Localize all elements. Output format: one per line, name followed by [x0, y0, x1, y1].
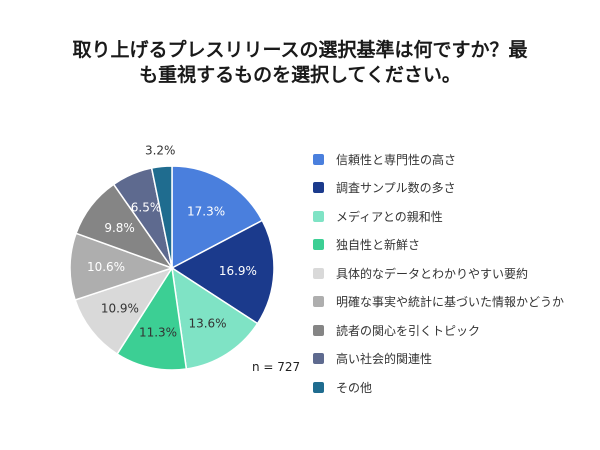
chart-title-line-1: 取り上げるプレスリリースの選択基準は何ですか？最 [72, 39, 528, 61]
pie-label-1: 17.3% [187, 205, 225, 219]
legend-swatch [313, 353, 324, 365]
legend-item-7: 読者の関心を引くトピック [313, 316, 564, 345]
pie-slice-3 [171, 266, 259, 370]
legend-label: メディアとの親和性 [336, 209, 443, 224]
legend-item-5: 具体的なデータとわかりやすい要約 [313, 259, 564, 288]
legend-item-1: 信頼性と専門性の高さ [313, 145, 564, 174]
legend-label: 読者の関心を引くトピック [336, 323, 481, 338]
legend-swatch [313, 296, 324, 308]
chart-title: 取り上げるプレスリリースの選択基準は何ですか？最 も重視するものを選択してくださ… [0, 38, 600, 88]
pie-data-labels: 17.3% 16.9% 13.6% 11.3%10.9% 10.6% 9.8% 6.5% 3.… [87, 144, 257, 340]
legend-swatch [313, 381, 324, 393]
sample-size-note: n = 727 [252, 360, 301, 374]
pie-slice-4 [116, 265, 188, 371]
pie-label-2: 16.9% [219, 264, 257, 278]
legend-item-9: その他 [313, 373, 564, 402]
legend-label: 独自性と新鮮さ [336, 238, 421, 253]
legend-item-6: 明確な事実や統計に基づいた情報かどうか [313, 288, 564, 317]
pie-label-5: 10.9% [101, 302, 139, 316]
legend-label: その他 [336, 380, 373, 395]
legend-swatch [313, 153, 324, 165]
pie-slice-9 [150, 165, 173, 269]
pie-slice-6 [69, 232, 175, 301]
legend-swatch [313, 182, 324, 194]
legend-label: 高い社会的関連性 [336, 352, 433, 367]
pie-slice-5 [74, 266, 174, 356]
legend-label: 具体的なデータとわかりやすい要約 [336, 266, 529, 281]
pie-slices [69, 165, 275, 371]
pie-label-9: 3.2% [145, 144, 176, 158]
pie-label-6: 10.6% [87, 260, 125, 274]
pie-slice-1 [171, 165, 264, 270]
legend-swatch [313, 239, 324, 251]
legend-label: 信頼性と専門性の高さ [336, 152, 457, 167]
legend: 信頼性と専門性の高さ 調査サンプル数の多さ メディアとの親和性 独自性と新鮮さ具体的な… [313, 145, 564, 402]
legend-label: 調査サンプル数の多さ [336, 181, 456, 196]
legend-item-4: 独自性と新鮮さ [313, 231, 564, 260]
legend-label: 明確な事実や統計に基づいた情報かどうか [336, 295, 565, 310]
legend-swatch [313, 324, 324, 336]
pie-slice-2 [170, 219, 275, 325]
pie-label-3: 13.6% [188, 317, 226, 331]
legend-swatch [313, 267, 324, 279]
legend-item-2: 調査サンプル数の多さ [313, 174, 564, 203]
legend-item-8: 高い社会的関連性 [313, 345, 564, 374]
legend-item-3: メディアとの親和性 [313, 202, 564, 231]
chart-title-line-2: も重視するものを選択してください。 [139, 64, 461, 86]
pie-label-7: 9.8% [104, 221, 135, 235]
legend-swatch [313, 210, 324, 222]
pie-label-8: 6.5% [131, 200, 162, 214]
pie-label-4: 11.3% [139, 326, 177, 340]
